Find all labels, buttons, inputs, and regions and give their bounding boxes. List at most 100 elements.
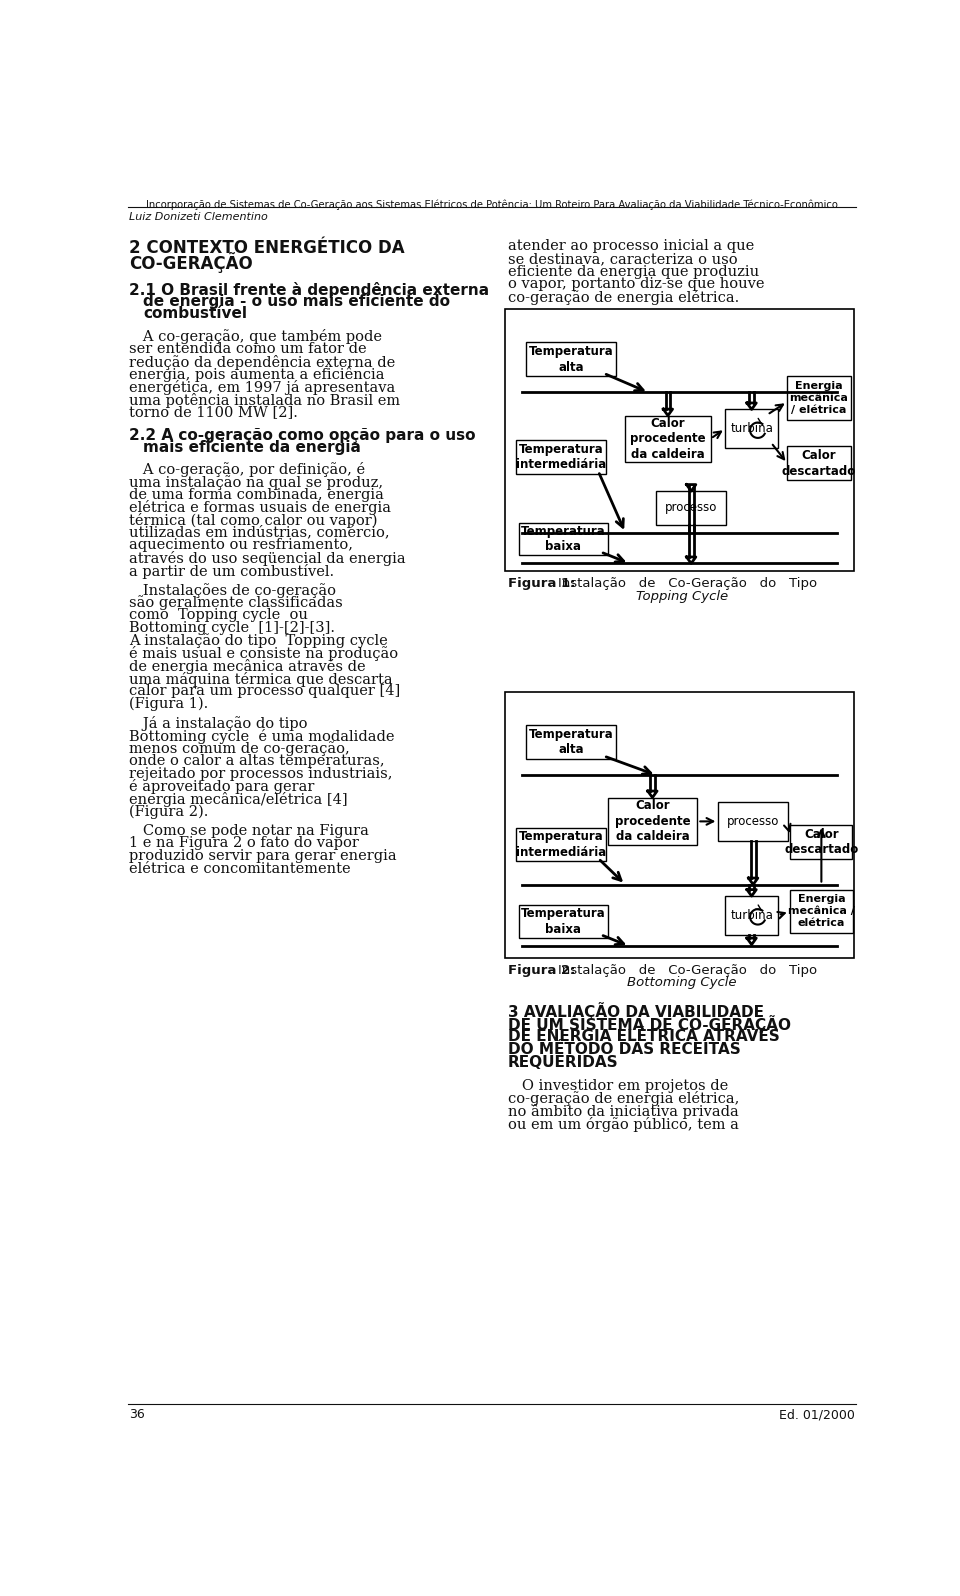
Bar bbox=[518, 905, 608, 938]
Bar bbox=[787, 447, 851, 480]
Text: processo: processo bbox=[727, 816, 780, 828]
Text: 36: 36 bbox=[130, 1408, 145, 1420]
Bar bbox=[787, 375, 851, 420]
Text: A instalação do tipo  Topping cycle: A instalação do tipo Topping cycle bbox=[130, 634, 388, 648]
Text: Calor
procedente
da caldeira: Calor procedente da caldeira bbox=[614, 800, 690, 843]
Text: Incorporação de Sistemas de Co-Geração aos Sistemas Elétricos de Potência: Um Ro: Incorporação de Sistemas de Co-Geração a… bbox=[146, 200, 838, 209]
Text: Temperatura
alta: Temperatura alta bbox=[529, 345, 613, 373]
Text: 2.1 O Brasil frente à dependência externa: 2.1 O Brasil frente à dependência extern… bbox=[130, 281, 490, 297]
Text: energia mecânica/elétrica [4]: energia mecânica/elétrica [4] bbox=[130, 792, 348, 808]
Text: Temperatura
intermediária: Temperatura intermediária bbox=[516, 830, 606, 859]
Text: 3 AVALIAÇÃO DA VIABILIDADE: 3 AVALIAÇÃO DA VIABILIDADE bbox=[508, 1002, 763, 1020]
Text: de energia - o uso mais eficiente do: de energia - o uso mais eficiente do bbox=[143, 294, 450, 310]
Text: ser entendida como um fator de: ser entendida como um fator de bbox=[130, 342, 367, 356]
Text: como  Topping cycle  ou: como Topping cycle ou bbox=[130, 608, 308, 622]
Text: Bottoming Cycle: Bottoming Cycle bbox=[627, 977, 736, 990]
Text: menos comum de co-geração,: menos comum de co-geração, bbox=[130, 741, 350, 757]
Text: Calor
descartado: Calor descartado bbox=[782, 448, 856, 477]
Text: Já a instalação do tipo: Já a instalação do tipo bbox=[130, 717, 308, 731]
Text: Calor
procedente
da caldeira: Calor procedente da caldeira bbox=[630, 417, 706, 461]
Text: Bottoming cycle  [1]-[2]-[3].: Bottoming cycle [1]-[2]-[3]. bbox=[130, 621, 335, 635]
Text: o vapor, portanto diz-se que houve: o vapor, portanto diz-se que houve bbox=[508, 278, 764, 292]
Text: (Figura 1).: (Figura 1). bbox=[130, 697, 208, 712]
Text: (Figura 2).: (Figura 2). bbox=[130, 804, 208, 819]
Text: ou em um órgão público, tem a: ou em um órgão público, tem a bbox=[508, 1117, 738, 1132]
Bar bbox=[789, 891, 853, 934]
Text: 2.2 A co-geração como opção para o uso: 2.2 A co-geração como opção para o uso bbox=[130, 428, 476, 442]
Text: elétrica e concomitantemente: elétrica e concomitantemente bbox=[130, 862, 351, 876]
Text: REQUERIDAS: REQUERIDAS bbox=[508, 1055, 618, 1069]
Text: mais eficiente da energia: mais eficiente da energia bbox=[143, 440, 361, 455]
Text: elétrica e formas usuais de energia: elétrica e formas usuais de energia bbox=[130, 500, 392, 516]
Text: onde o calor a altas temperaturas,: onde o calor a altas temperaturas, bbox=[130, 753, 385, 768]
Text: de uma forma combinada, energia: de uma forma combinada, energia bbox=[130, 488, 384, 501]
Text: Temperatura
baixa: Temperatura baixa bbox=[521, 907, 606, 935]
Text: energia, pois aumenta a eficiência: energia, pois aumenta a eficiência bbox=[130, 367, 385, 383]
Bar bbox=[657, 492, 726, 525]
Text: Bottoming cycle  é uma modalidade: Bottoming cycle é uma modalidade bbox=[130, 729, 395, 744]
Bar bbox=[505, 310, 854, 571]
Text: Figura 1:: Figura 1: bbox=[508, 578, 575, 591]
Text: A co-geração, por definição, é: A co-geração, por definição, é bbox=[130, 463, 366, 477]
Bar bbox=[608, 798, 697, 846]
Text: térmica (tal como calor ou vapor): térmica (tal como calor ou vapor) bbox=[130, 512, 378, 528]
Text: eficiente da energia que produziu: eficiente da energia que produziu bbox=[508, 265, 758, 279]
Text: Instalação   de   Co-Geração   do   Tipo: Instalação de Co-Geração do Tipo bbox=[558, 964, 817, 977]
Text: DO MÉTODO DAS RECEITAS: DO MÉTODO DAS RECEITAS bbox=[508, 1042, 740, 1057]
Text: redução da dependência externa de: redução da dependência externa de bbox=[130, 354, 396, 370]
Text: Luiz Donizeti Clementino: Luiz Donizeti Clementino bbox=[130, 212, 268, 222]
Text: utilizadas em indústrias, comércio,: utilizadas em indústrias, comércio, bbox=[130, 525, 390, 539]
Text: torno de 1100 MW [2].: torno de 1100 MW [2]. bbox=[130, 405, 299, 420]
Text: Como se pode notar na Figura: Como se pode notar na Figura bbox=[130, 824, 370, 838]
Text: co-geração de energia elétrica,: co-geração de energia elétrica, bbox=[508, 1092, 739, 1106]
Text: atender ao processo inicial a que: atender ao processo inicial a que bbox=[508, 239, 754, 254]
Text: processo: processo bbox=[665, 501, 717, 514]
Text: Instalações de co-geração: Instalações de co-geração bbox=[130, 583, 336, 597]
Bar bbox=[725, 410, 778, 448]
Text: rejeitado por processos industriais,: rejeitado por processos industriais, bbox=[130, 766, 393, 780]
Text: A co-geração, que também pode: A co-geração, que também pode bbox=[130, 329, 382, 345]
Text: turbina: turbina bbox=[731, 908, 773, 922]
Text: se destinava, caracteriza o uso: se destinava, caracteriza o uso bbox=[508, 252, 737, 267]
Text: uma instalação na qual se produz,: uma instalação na qual se produz, bbox=[130, 476, 383, 490]
Text: Instalação   de   Co-Geração   do   Tipo: Instalação de Co-Geração do Tipo bbox=[558, 578, 817, 591]
Bar bbox=[625, 415, 710, 461]
Text: Ed. 01/2000: Ed. 01/2000 bbox=[779, 1408, 854, 1420]
Text: é mais usual e consiste na produção: é mais usual e consiste na produção bbox=[130, 646, 398, 661]
Bar bbox=[718, 803, 788, 841]
Bar bbox=[526, 725, 615, 760]
Bar bbox=[518, 522, 608, 555]
Text: Topping Cycle: Topping Cycle bbox=[636, 589, 728, 603]
Text: turbina: turbina bbox=[731, 423, 773, 436]
Text: uma máquina térmica que descarta: uma máquina térmica que descarta bbox=[130, 672, 393, 686]
Text: no âmbito da iniciativa privada: no âmbito da iniciativa privada bbox=[508, 1104, 738, 1119]
Text: Calor
descartado: Calor descartado bbox=[784, 828, 858, 857]
Bar bbox=[516, 828, 606, 862]
Text: é aproveitado para gerar: é aproveitado para gerar bbox=[130, 779, 315, 795]
Text: produzido servir para gerar energia: produzido servir para gerar energia bbox=[130, 849, 396, 863]
Text: através do uso seqüencial da energia: através do uso seqüencial da energia bbox=[130, 551, 406, 567]
Bar bbox=[725, 895, 778, 935]
Text: DE ENERGIA ELÉTRICA ATRAVÉS: DE ENERGIA ELÉTRICA ATRAVÉS bbox=[508, 1028, 780, 1044]
Text: Energia
mecânica /
elétrica: Energia mecânica / elétrica bbox=[788, 894, 854, 929]
Text: aquecimento ou resfriamento,: aquecimento ou resfriamento, bbox=[130, 538, 353, 552]
Text: calor para um processo qualquer [4]: calor para um processo qualquer [4] bbox=[130, 685, 400, 699]
Text: co-geração de energia elétrica.: co-geração de energia elétrica. bbox=[508, 290, 739, 305]
Text: Energia
mecânica
/ elétrica: Energia mecânica / elétrica bbox=[790, 381, 849, 415]
Text: são geralmente classificadas: são geralmente classificadas bbox=[130, 595, 343, 610]
Text: 1 e na Figura 2 o fato do vapor: 1 e na Figura 2 o fato do vapor bbox=[130, 836, 359, 851]
Text: energética, em 1997 já apresentava: energética, em 1997 já apresentava bbox=[130, 380, 396, 396]
Text: Figura 2:: Figura 2: bbox=[508, 964, 575, 977]
Bar bbox=[790, 825, 852, 859]
Text: Temperatura
baixa: Temperatura baixa bbox=[521, 525, 606, 554]
Text: DE UM SISTEMA DE CO-GERAÇÃO: DE UM SISTEMA DE CO-GERAÇÃO bbox=[508, 1015, 790, 1034]
Text: de energia mecânica através de: de energia mecânica através de bbox=[130, 659, 366, 674]
Bar bbox=[526, 343, 615, 377]
Text: Temperatura
intermediária: Temperatura intermediária bbox=[516, 444, 606, 471]
Text: CO-GERAÇÃO: CO-GERAÇÃO bbox=[130, 252, 253, 273]
Bar bbox=[505, 693, 854, 958]
Text: Temperatura
alta: Temperatura alta bbox=[529, 728, 613, 757]
Bar bbox=[516, 440, 606, 474]
Text: O investidor em projetos de: O investidor em projetos de bbox=[508, 1079, 728, 1093]
Text: 2 CONTEXTO ENERGÉTICO DA: 2 CONTEXTO ENERGÉTICO DA bbox=[130, 239, 405, 257]
